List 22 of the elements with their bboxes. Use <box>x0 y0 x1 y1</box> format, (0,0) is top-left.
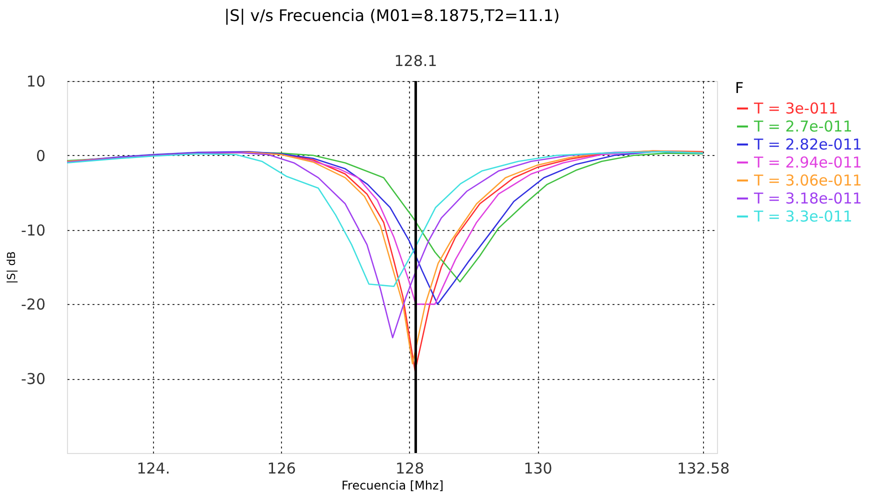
y-tick-label: 10 <box>26 72 46 90</box>
x-tick-label: 132.58 <box>677 460 730 478</box>
legend-label: T = 2.82e-011 <box>753 136 862 154</box>
x-tick-label: 126 <box>267 460 296 478</box>
y-tick-label: -10 <box>21 221 46 240</box>
legend-label: T = 2.94e-011 <box>753 154 862 172</box>
ref-line-label: 128.1 <box>394 52 438 70</box>
x-axis-title: Frecuencia [Mhz] <box>342 478 444 492</box>
legend-label: T = 2.7e-011 <box>753 118 852 136</box>
legend-label: T = 3.06e-011 <box>753 172 862 190</box>
legend-label: T = 3.18e-011 <box>753 190 862 208</box>
x-tick-label: 124. <box>136 460 170 478</box>
y-tick-label: -20 <box>21 296 46 314</box>
x-tick-label: 130 <box>524 460 552 478</box>
y-axis-title: |S| dB <box>5 251 18 284</box>
legend-label: T = 3.3e-011 <box>753 208 852 226</box>
y-tick-label: 0 <box>36 146 46 165</box>
chart-title: |S| v/s Frecuencia (M01=8.1875,T2=11.1) <box>224 6 560 25</box>
x-tick-label: 128 <box>395 460 424 478</box>
y-tick-label: -30 <box>21 370 46 388</box>
legend-title: F <box>735 79 744 97</box>
legend-label: T = 3e-011 <box>753 100 838 118</box>
